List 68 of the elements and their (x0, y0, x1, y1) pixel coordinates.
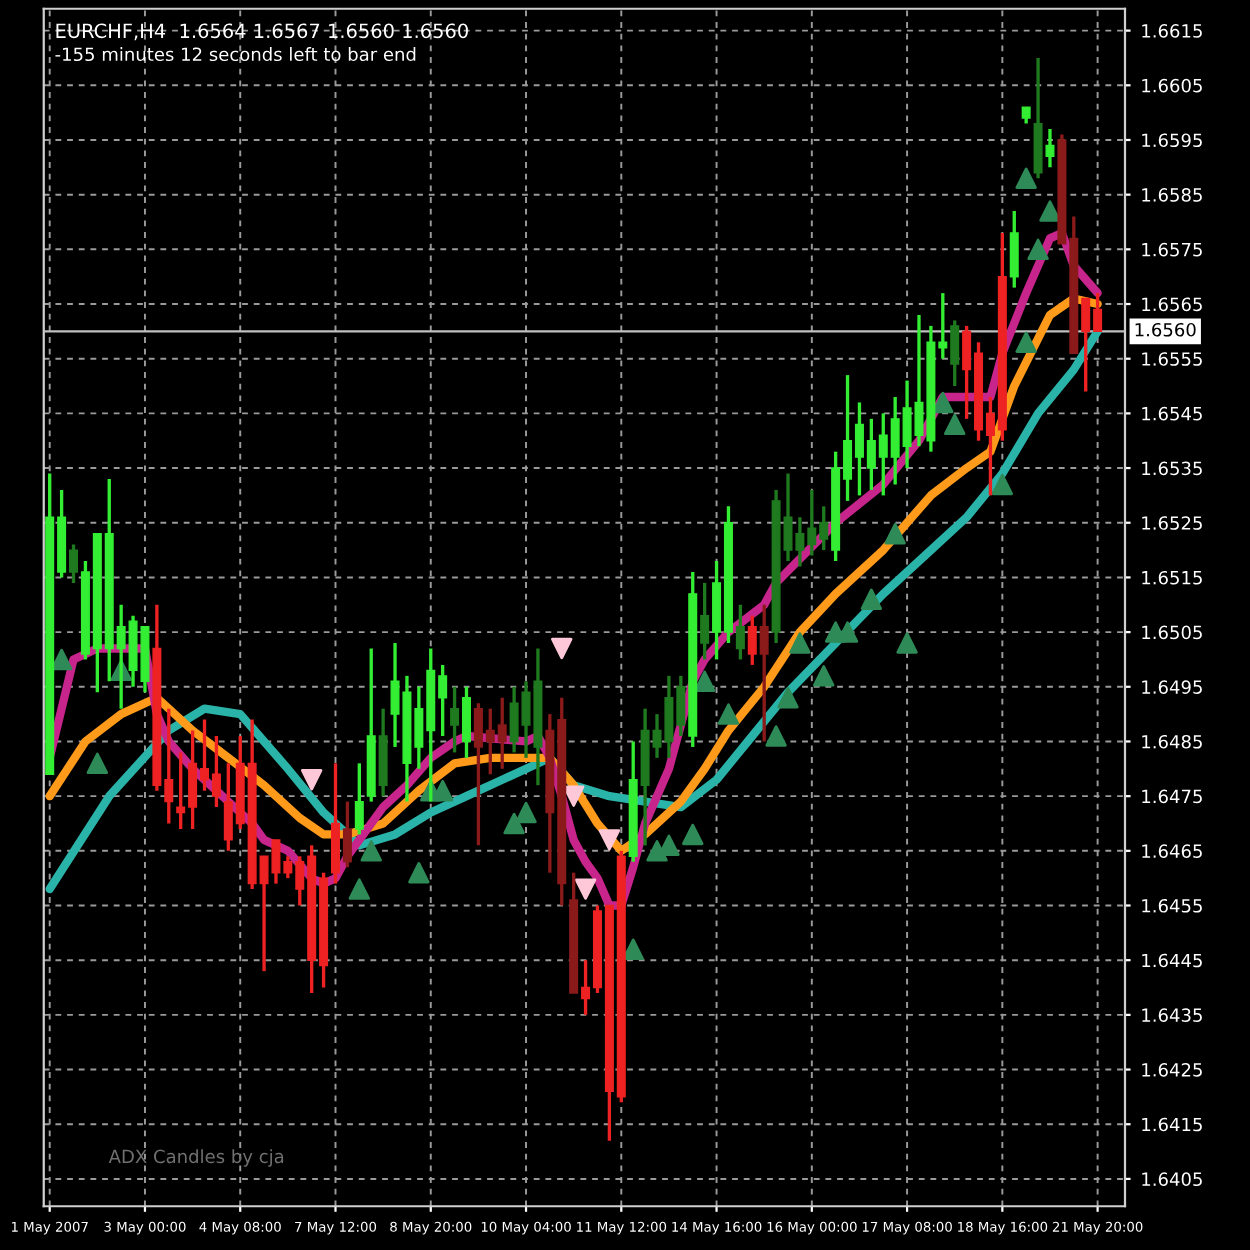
point (884, 522, 906, 545)
y-tick-label: 1.6425 (1142, 1063, 1202, 1077)
point (622, 938, 644, 960)
y-tick-label: 1.6545 (1142, 406, 1202, 421)
point (717, 703, 740, 725)
y-tick-label: 1.6535 (1142, 461, 1202, 476)
point (813, 665, 835, 687)
candlestick (735, 603, 745, 662)
point (1015, 167, 1037, 189)
text: EURCHF,H4 1.6564 1.6567 1.6560 1.6560 (56, 23, 468, 41)
point (1039, 200, 1061, 222)
point (431, 779, 454, 802)
point (860, 588, 883, 610)
y-tick-label: 1.6515 (1142, 570, 1202, 585)
point (574, 878, 597, 900)
candlestick (747, 614, 757, 667)
y-tick-label: 1.6555 (1142, 352, 1202, 366)
candlestick (461, 685, 471, 760)
y-tick-label: 1.6585 (1142, 188, 1202, 202)
candlestick (1045, 127, 1055, 169)
y-tick-label: 1.6445 (1142, 953, 1202, 968)
y-tick-label: 1.6615 (1142, 24, 1202, 38)
y-tick-label: 1.6465 (1142, 844, 1202, 858)
y-tick-label: 1.6455 (1142, 898, 1202, 913)
point (765, 725, 787, 747)
y-tick-label: 1.6525 (1142, 516, 1202, 530)
point (551, 637, 573, 660)
point (86, 752, 109, 775)
point (348, 878, 371, 900)
point (658, 834, 680, 857)
point (836, 621, 859, 643)
y-tick-label: 1.6495 (1142, 680, 1202, 694)
point (896, 632, 918, 654)
point (503, 812, 525, 835)
candlestick (950, 318, 960, 388)
y-tick-label: 1.6485 (1142, 734, 1202, 749)
y-tick-label: 1.6595 (1142, 133, 1202, 148)
point (360, 840, 382, 862)
point (408, 861, 430, 884)
point (682, 823, 704, 846)
point (944, 413, 966, 436)
point (789, 632, 811, 654)
point (991, 473, 1014, 496)
candlestick (354, 761, 364, 837)
y-tick-label: 1.6605 (1142, 78, 1202, 93)
point (598, 829, 621, 851)
y-tick-label: 1.6475 (1142, 789, 1202, 804)
y-tick-label: 1.6565 (1142, 297, 1202, 312)
y-tick-label: 1.6405 (1142, 1172, 1202, 1187)
candlestick (700, 581, 710, 662)
annotation: ADX Candles by cja (108, 1149, 284, 1167)
candlestick (1009, 209, 1019, 290)
ref-line-label: 1.6560 (1135, 322, 1196, 337)
y-tick-label: 1.6575 (1142, 242, 1202, 257)
point (932, 391, 954, 414)
point (300, 769, 323, 791)
point (1015, 331, 1037, 354)
candlestick (450, 685, 460, 755)
y-tick-label: 1.6415 (1142, 1117, 1202, 1132)
y-tick-label: 1.6505 (1142, 625, 1202, 640)
candlestick (342, 799, 352, 869)
annotation: -155 minutes 12 seconds left to bar end (55, 47, 416, 62)
point (515, 801, 537, 824)
point (1027, 238, 1049, 261)
candlestick (69, 542, 79, 585)
candlestick (759, 603, 769, 744)
y-tick-label: 1.6435 (1142, 1008, 1202, 1022)
point (777, 687, 799, 709)
